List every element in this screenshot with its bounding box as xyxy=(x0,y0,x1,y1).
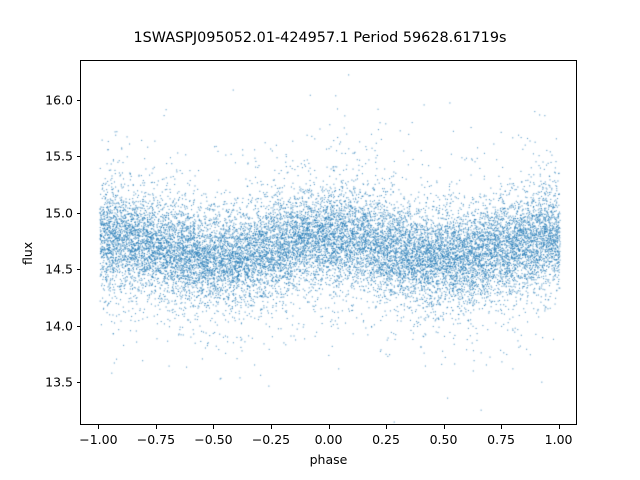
y-tick-mark xyxy=(76,99,80,101)
x-tick-label: 0.50 xyxy=(429,432,458,447)
x-tick-mark xyxy=(328,425,330,429)
y-tick-label: 13.5 xyxy=(45,374,73,390)
x-tick-label: −1.00 xyxy=(79,432,118,447)
y-tick-label: 15.5 xyxy=(45,148,73,164)
x-tick-mark xyxy=(155,425,157,429)
x-tick-label: 0.25 xyxy=(372,432,400,447)
x-tick-label: −0.50 xyxy=(194,432,233,447)
x-tick-mark xyxy=(558,425,560,429)
plot-axes xyxy=(80,60,578,426)
y-tick-mark xyxy=(76,382,80,384)
x-tick-label: 0.75 xyxy=(487,432,515,447)
y-tick-mark xyxy=(76,325,80,327)
x-tick-mark xyxy=(386,425,388,429)
x-axis-label: phase xyxy=(309,452,348,467)
page-title: 1SWASPJ095052.01-424957.1 Period 59628.6… xyxy=(133,30,507,46)
y-tick-mark xyxy=(76,269,80,271)
y-tick-mark xyxy=(76,212,80,214)
x-tick-label: 1.00 xyxy=(544,432,573,447)
x-tick-mark xyxy=(501,425,503,429)
y-tick-mark xyxy=(76,156,80,158)
y-tick-label: 16.0 xyxy=(45,92,73,108)
x-tick-label: −0.25 xyxy=(251,432,291,447)
x-tick-label: 0.00 xyxy=(314,432,343,447)
y-tick-label: 15.0 xyxy=(45,205,73,221)
x-tick-mark xyxy=(270,425,272,429)
y-axis-label: flux xyxy=(20,241,35,265)
y-tick-label: 14.0 xyxy=(45,318,73,334)
x-tick-label: −0.75 xyxy=(136,432,176,447)
y-tick-label: 14.5 xyxy=(45,261,73,277)
x-tick-mark xyxy=(213,425,215,429)
scatter-plot-area xyxy=(81,61,578,426)
x-tick-mark xyxy=(98,425,100,429)
x-tick-mark xyxy=(443,425,445,429)
